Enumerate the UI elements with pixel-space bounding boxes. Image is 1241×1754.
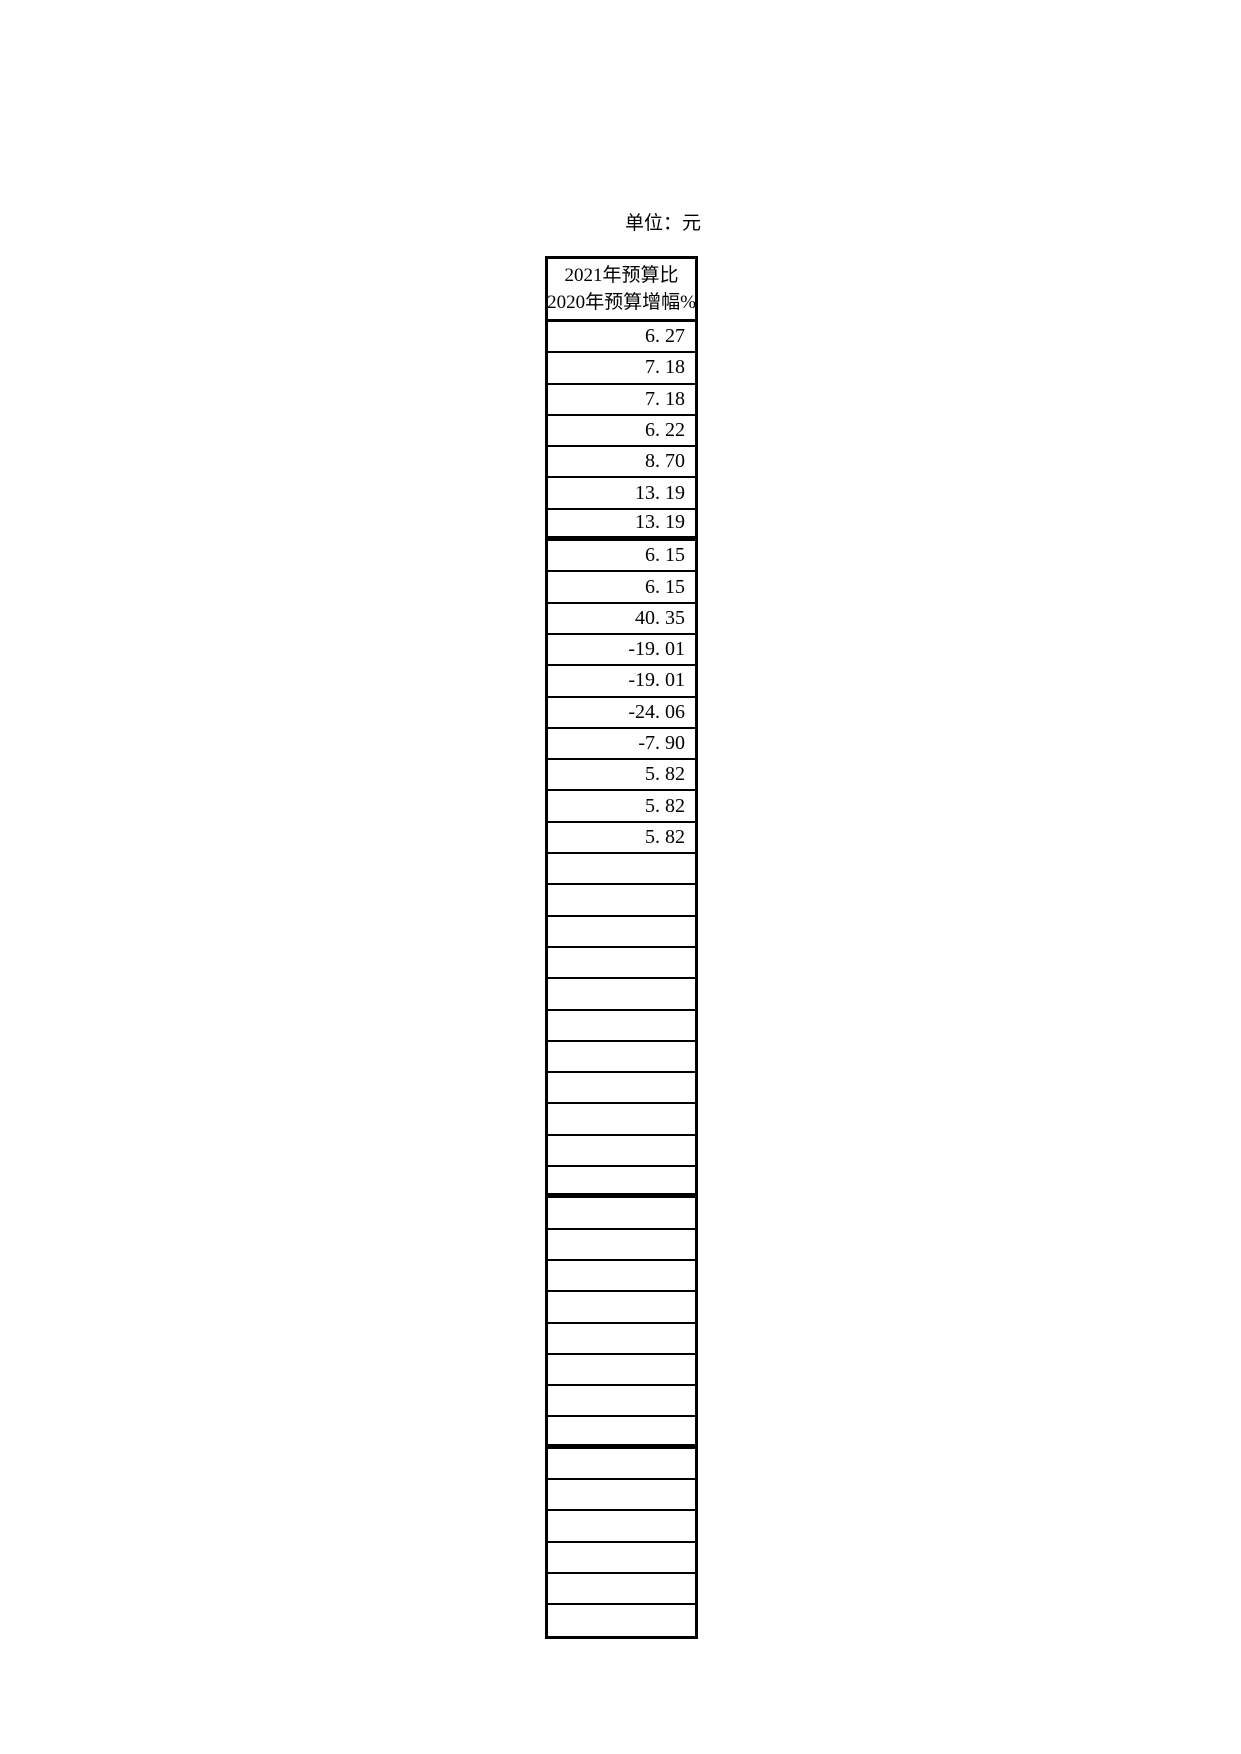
- table-row: 13. 19: [548, 478, 695, 510]
- table-row: [548, 1104, 695, 1136]
- growth-value-cell: 40. 35: [635, 606, 685, 629]
- table-row: [548, 1480, 695, 1512]
- table-row: [548, 885, 695, 917]
- budget-table: 2021年预算比 2020年预算增幅% 6. 27 7. 18 7. 18 6. 22…: [545, 256, 698, 1640]
- table-row: -7. 90: [548, 729, 695, 761]
- table-row: 5. 82: [548, 791, 695, 823]
- table-row: 8. 70: [548, 447, 695, 479]
- unit-label: 单位：元: [624, 213, 701, 234]
- table-row: [548, 1167, 695, 1199]
- table-row: [548, 1011, 695, 1042]
- table-row: [548, 1605, 695, 1636]
- table-row: 6. 22: [548, 416, 695, 448]
- table-row: [548, 979, 695, 1011]
- growth-value-cell: 6. 22: [645, 419, 685, 442]
- growth-value-cell: 6. 15: [645, 575, 685, 598]
- table-row: 6. 27: [548, 322, 695, 354]
- table-header-line-2: 2020年预算增幅%: [547, 292, 696, 313]
- table-row: 7. 18: [548, 385, 695, 416]
- table-row: [548, 854, 695, 886]
- growth-value-cell: -19. 01: [628, 669, 685, 692]
- table-row: [548, 1511, 695, 1543]
- table-row: [548, 1198, 695, 1230]
- growth-value-cell: -7. 90: [638, 732, 685, 754]
- table-row: 6. 15: [548, 572, 695, 604]
- growth-value-cell: 5. 82: [645, 794, 685, 817]
- table-row: [548, 1136, 695, 1168]
- growth-value-cell: 8. 70: [645, 450, 685, 473]
- table-row: 7. 18: [548, 353, 695, 385]
- growth-value-cell: 13. 19: [635, 511, 685, 534]
- table-row: [548, 1355, 695, 1387]
- table-row: [548, 1073, 695, 1105]
- growth-value-cell: 7. 18: [645, 387, 685, 410]
- table-row: [548, 1449, 695, 1480]
- table-body: 6. 27 7. 18 7. 18 6. 22 8. 70 13. 19 13. 19 6. …: [548, 322, 695, 1636]
- table-row: 6. 15: [548, 541, 695, 573]
- growth-value-cell: 7. 18: [645, 356, 685, 379]
- table-row: [548, 1261, 695, 1293]
- growth-value-cell: 5. 82: [645, 763, 685, 786]
- growth-value-cell: 5. 82: [645, 825, 685, 848]
- growth-value-cell: 6. 27: [645, 325, 685, 348]
- table-row: [548, 948, 695, 980]
- growth-value-cell: 6. 15: [645, 544, 685, 567]
- table-header: 2021年预算比 2020年预算增幅%: [547, 259, 696, 322]
- table-row: [548, 1386, 695, 1418]
- table-row: -19. 01: [548, 635, 695, 667]
- table-row: [548, 1042, 695, 1074]
- growth-value-cell: -19. 01: [628, 638, 685, 661]
- table-row: 40. 35: [548, 604, 695, 635]
- table-header-line-1: 2021年预算比: [564, 265, 679, 286]
- table-row: [548, 1324, 695, 1355]
- table-row: [548, 1292, 695, 1324]
- table-row: [548, 917, 695, 948]
- table-row: 13. 19: [548, 510, 695, 542]
- table-row: [548, 1543, 695, 1574]
- growth-value-cell: -24. 06: [628, 700, 685, 723]
- table-row: [548, 1574, 695, 1606]
- table-row: 5. 82: [548, 823, 695, 855]
- table-row: [548, 1417, 695, 1449]
- growth-value-cell: 13. 19: [635, 481, 685, 504]
- table-row: [548, 1230, 695, 1261]
- table-row: -24. 06: [548, 698, 695, 729]
- table-row: -19. 01: [548, 666, 695, 698]
- table-row: 5. 82: [548, 760, 695, 792]
